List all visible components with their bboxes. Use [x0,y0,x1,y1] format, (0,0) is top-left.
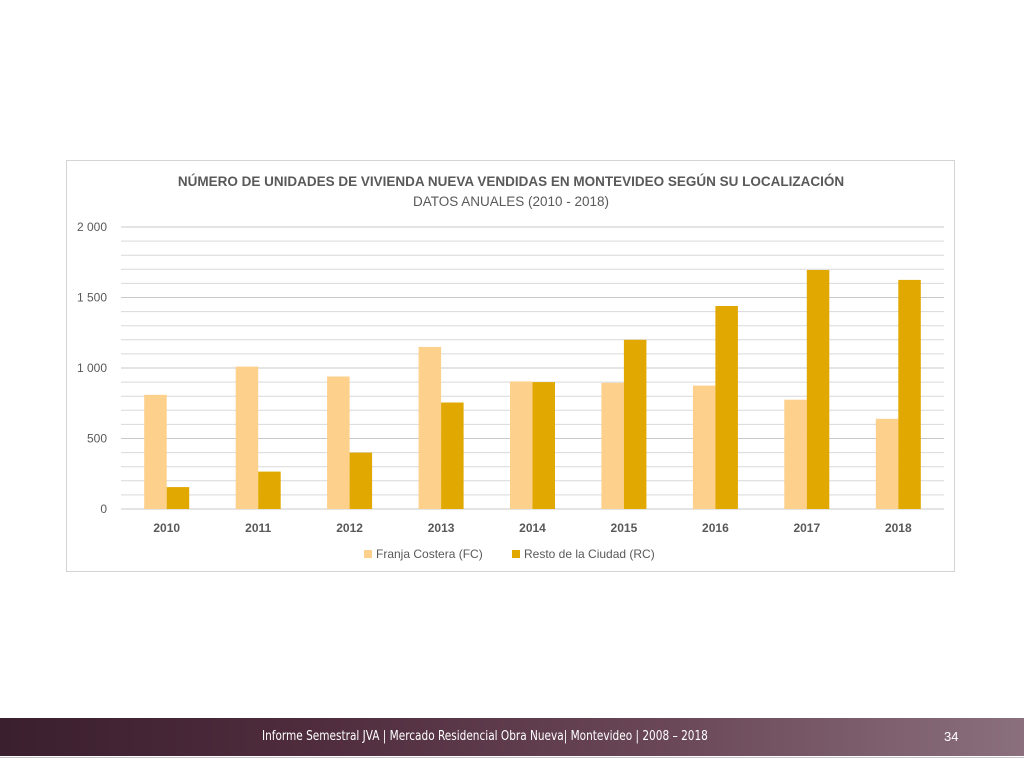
y-tick-label: 1 000 [77,361,107,375]
footer-text: Informe Semestral JVA | Mercado Residenc… [262,729,708,744]
bar-fc-2014[interactable] [510,381,533,509]
y-tick-label: 0 [100,502,107,516]
y-tick-label: 2 000 [77,220,107,234]
x-tick-label: 2013 [428,521,455,535]
legend[interactable]: Franja Costera (FC) Resto de la Ciudad (R… [364,547,655,561]
chart-frame: NÚMERO DE UNIDADES DE VIVIENDA NUEVA VEN… [66,160,955,572]
bar-rc-2016[interactable] [715,306,738,509]
bar-fc-2010[interactable] [144,394,167,509]
bar-fc-2018[interactable] [875,418,899,509]
x-axis-ticks: 2010 2011 2012 2013 2014 2015 2016 2017 2018 [153,521,912,535]
x-tick-label: 2011 [245,521,271,535]
legend-label: Franja Costera (FC) [376,547,483,561]
bars-layer [144,270,921,509]
bar-fc-2012[interactable] [327,376,350,510]
bar-rc-2010[interactable] [166,487,190,509]
bar-fc-2015[interactable] [601,382,624,509]
bar-rc-2014[interactable] [532,382,556,509]
bar-fc-2013[interactable] [418,346,442,509]
legend-label: Resto de la Ciudad (RC) [524,547,655,561]
x-tick-label: 2012 [336,521,363,535]
bar-fc-2017[interactable] [784,399,807,509]
legend-item-rc[interactable]: Resto de la Ciudad (RC) [512,547,655,561]
legend-swatch [512,550,520,558]
footer-strip [0,756,1024,768]
bar-rc-2018[interactable] [898,279,921,509]
bar-fc-2016[interactable] [692,385,716,509]
chart-svg: NÚMERO DE UNIDADES DE VIVIENDA NUEVA VEN… [77,174,944,561]
footer-bar: Informe Semestral JVA | Mercado Residenc… [0,718,1024,756]
chart-subtitle: DATOS ANUALES (2010 - 2018) [413,194,609,209]
y-tick-label: 1 500 [77,291,107,305]
footer-divider [0,757,1024,758]
bar-fc-2011[interactable] [235,366,259,509]
legend-swatch [364,550,372,558]
bar-rc-2011[interactable] [258,471,281,509]
x-tick-label: 2016 [702,521,729,535]
x-tick-label: 2017 [793,521,820,535]
bar-rc-2012[interactable] [349,452,373,509]
x-tick-label: 2014 [519,521,546,535]
x-tick-label: 2015 [611,521,638,535]
chart-title: NÚMERO DE UNIDADES DE VIVIENDA NUEVA VEN… [178,174,844,189]
bar-rc-2015[interactable] [623,339,647,509]
y-tick-label: 500 [87,432,107,446]
y-axis-ticks: 0 500 1 000 1 500 2 000 [77,220,107,516]
x-tick-label: 2018 [885,521,912,535]
x-tick-label: 2010 [153,521,180,535]
legend-item-fc[interactable]: Franja Costera (FC) [364,547,483,561]
bar-rc-2017[interactable] [806,270,830,509]
page-number: 34 [944,729,959,744]
bar-rc-2013[interactable] [441,402,464,510]
